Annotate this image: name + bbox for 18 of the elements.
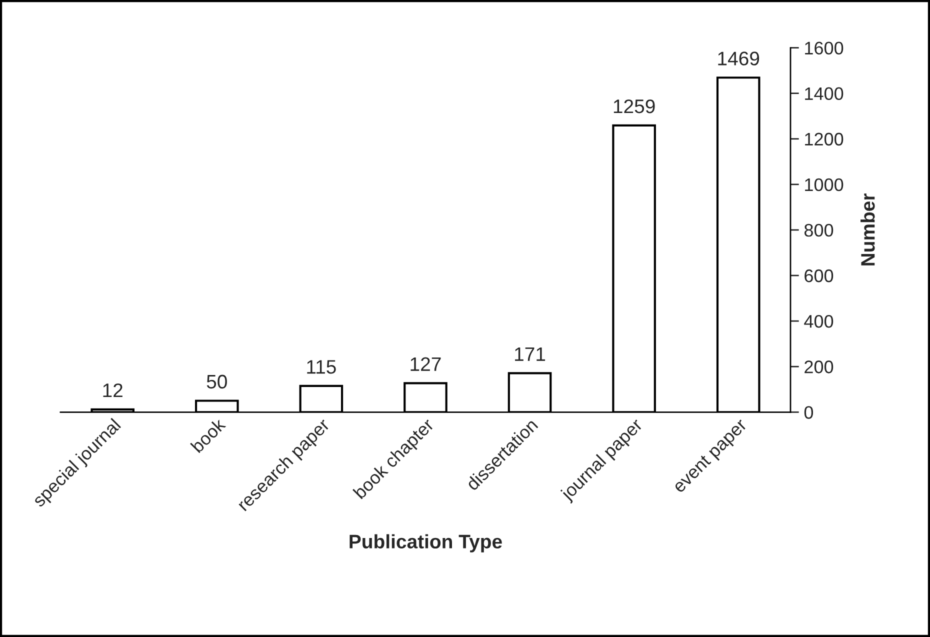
y-tick-label: 1000 <box>805 178 844 192</box>
y-axis-title: Number <box>860 194 875 266</box>
data-label: 12 <box>103 383 122 398</box>
data-label: 115 <box>307 360 336 374</box>
data-label: 1259 <box>614 99 655 114</box>
data-label: 1469 <box>718 52 760 66</box>
x-axis-title: Publication Type <box>350 534 502 552</box>
data-label: 171 <box>515 347 546 361</box>
y-tick-label: 600 <box>804 269 834 282</box>
y-tick-label: 1600 <box>805 42 844 54</box>
y-tick-label: 1400 <box>805 87 844 100</box>
y-tick-label: 800 <box>804 224 834 237</box>
y-tick-label: 0 <box>804 406 814 419</box>
y-tick-label: 400 <box>804 314 834 328</box>
data-label: 127 <box>410 357 441 371</box>
data-label: 50 <box>206 374 227 389</box>
y-tick-label: 200 <box>804 360 834 374</box>
y-tick-label: 1200 <box>805 132 844 146</box>
